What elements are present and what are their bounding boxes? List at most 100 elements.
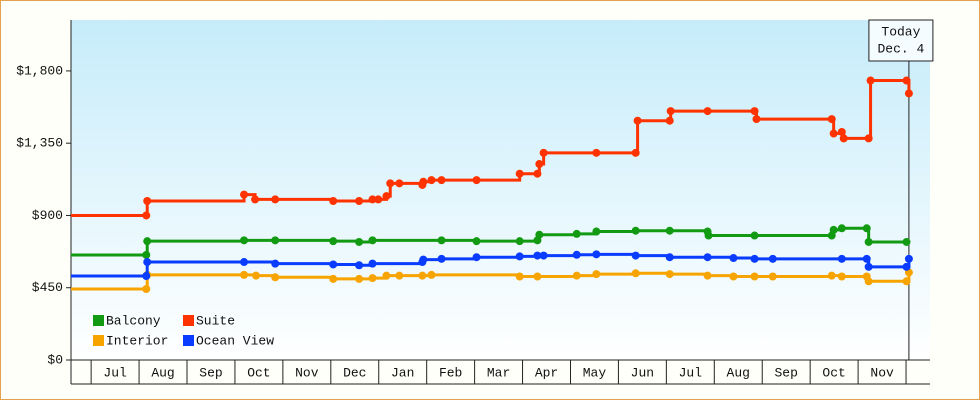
x-tick-label: Jul: [679, 365, 703, 380]
x-tick-label: Nov: [870, 365, 894, 380]
price-point: [592, 270, 601, 279]
price-point: [750, 107, 759, 116]
x-tick-label: Mar: [487, 365, 510, 380]
price-point: [437, 176, 446, 185]
price-point: [827, 271, 836, 280]
price-point: [535, 230, 544, 239]
price-point: [427, 270, 436, 279]
price-point: [864, 262, 873, 271]
price-point: [902, 237, 911, 246]
price-point: [472, 176, 481, 185]
price-point: [368, 195, 377, 204]
plot-area: [71, 20, 930, 360]
price-point: [515, 237, 524, 246]
price-point: [703, 271, 712, 280]
x-tick-label: Sep: [774, 365, 797, 380]
price-point: [515, 169, 524, 178]
x-tick-label: Aug: [727, 365, 750, 380]
price-point: [631, 148, 640, 157]
price-point: [368, 274, 377, 283]
price-point: [382, 192, 391, 201]
price-point: [329, 274, 338, 283]
price-point: [271, 259, 280, 268]
price-point: [395, 179, 404, 188]
price-point: [864, 237, 873, 246]
price-point: [142, 250, 151, 259]
price-point: [539, 251, 548, 260]
price-point: [572, 250, 581, 259]
price-point: [355, 197, 364, 206]
price-point: [472, 237, 481, 246]
x-tick-label: Nov: [295, 365, 319, 380]
legend-swatch: [183, 315, 194, 326]
legend-label: Balcony: [106, 313, 161, 328]
price-point: [572, 271, 581, 280]
price-point: [539, 148, 548, 157]
y-tick-label: $1,350: [16, 136, 63, 151]
price-point: [472, 253, 481, 262]
price-point: [703, 253, 712, 262]
price-point: [631, 269, 640, 278]
price-point: [592, 227, 601, 236]
price-point: [665, 226, 674, 235]
y-tick-label: $450: [32, 280, 63, 295]
price-point: [329, 237, 338, 246]
price-point: [251, 195, 260, 204]
price-point: [839, 134, 848, 143]
price-point: [395, 271, 404, 280]
price-point: [665, 253, 674, 262]
price-point: [862, 224, 871, 233]
price-point: [572, 229, 581, 238]
price-point: [631, 251, 640, 260]
price-point: [240, 190, 249, 199]
price-point: [374, 195, 383, 204]
price-point: [329, 260, 338, 269]
x-tick-label: Dec: [343, 365, 366, 380]
price-point: [418, 271, 427, 280]
price-point: [271, 236, 280, 245]
price-point: [355, 261, 364, 270]
price-point: [419, 177, 428, 186]
price-point: [768, 254, 777, 263]
y-tick-label: $0: [47, 352, 63, 367]
price-point: [386, 179, 395, 188]
x-tick-label: Apr: [535, 365, 558, 380]
price-point: [837, 272, 846, 281]
price-point: [837, 254, 846, 263]
price-point: [904, 89, 913, 98]
price-point: [533, 251, 542, 260]
price-point: [837, 127, 846, 136]
price-point: [729, 254, 738, 263]
x-tick-label: Sep: [199, 365, 222, 380]
price-point: [829, 129, 838, 138]
price-point: [368, 259, 377, 268]
legend-swatch: [183, 335, 194, 346]
price-point: [382, 271, 391, 280]
x-tick-label: Oct: [822, 365, 845, 380]
x-tick-label: Jul: [103, 365, 127, 380]
price-point: [864, 134, 873, 143]
price-point: [665, 116, 674, 125]
price-point: [837, 224, 846, 233]
price-point: [592, 148, 601, 157]
price-point: [419, 255, 428, 264]
price-point: [515, 252, 524, 261]
price-point: [329, 197, 338, 206]
price-point: [240, 270, 249, 279]
price-point: [368, 236, 377, 245]
price-point: [750, 254, 759, 263]
price-point: [729, 272, 738, 281]
price-point: [355, 237, 364, 246]
price-point: [864, 277, 873, 286]
price-point: [142, 211, 151, 220]
price-point: [143, 258, 152, 267]
x-tick-label: May: [583, 365, 607, 380]
price-point: [427, 176, 436, 185]
legend-swatch: [93, 315, 104, 326]
price-point: [902, 277, 911, 286]
price-point: [240, 258, 249, 267]
price-point: [827, 115, 836, 124]
price-point: [533, 272, 542, 281]
y-tick-label: $900: [32, 208, 63, 223]
